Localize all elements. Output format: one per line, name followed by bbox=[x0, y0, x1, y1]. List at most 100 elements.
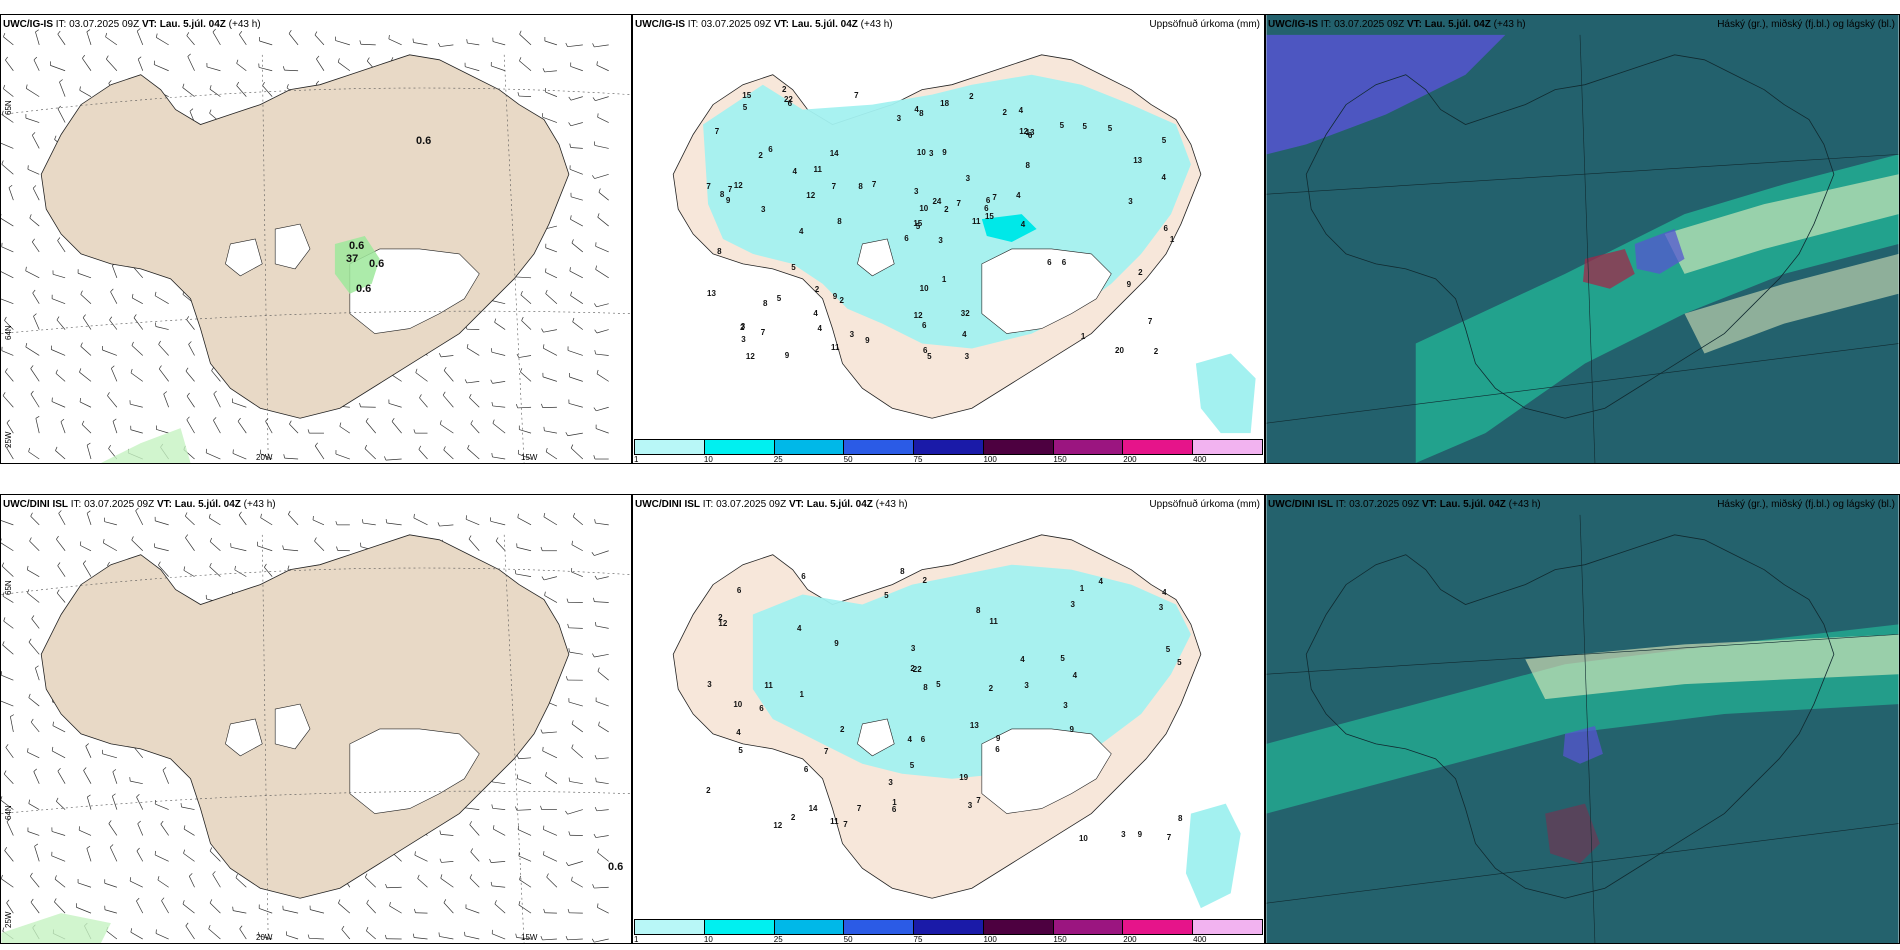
precip-value-label: 8 bbox=[1178, 814, 1183, 824]
graticule-lon-20w bbox=[261, 54, 269, 463]
lat-label: 65N bbox=[4, 100, 13, 115]
wind-barb-flag bbox=[105, 32, 108, 38]
wind-barb-flag bbox=[209, 847, 213, 852]
wind-barb bbox=[440, 44, 454, 47]
wind-barb bbox=[154, 547, 169, 552]
precip-value-label: 8 bbox=[923, 682, 928, 692]
wind-barb-flag bbox=[571, 239, 574, 244]
precip-value-label: 4 bbox=[799, 227, 804, 237]
wind-barb-flag bbox=[489, 858, 492, 863]
graticule bbox=[1266, 154, 1899, 195]
wind-barb-flag bbox=[136, 28, 141, 32]
precip-value-label: 8 bbox=[1025, 160, 1030, 170]
colorbar-tick-label: 1 bbox=[634, 455, 639, 464]
wind-label: 0.6 bbox=[356, 283, 372, 295]
wind-barb-flag bbox=[593, 455, 596, 460]
wind-barb-flag bbox=[439, 420, 442, 425]
precip-value-label: 3 bbox=[964, 352, 970, 362]
wind-barb-flag bbox=[236, 59, 239, 64]
wind-barb-flag bbox=[1, 562, 5, 567]
wind-barb bbox=[443, 370, 454, 382]
wind-barb-flag bbox=[419, 394, 422, 398]
wind-barb bbox=[545, 272, 558, 279]
wind-barb bbox=[51, 401, 66, 408]
wind-barb bbox=[597, 852, 609, 862]
wind-barb-flag bbox=[567, 908, 570, 913]
wind-barb-flag bbox=[335, 521, 338, 525]
wind-barb bbox=[1, 298, 14, 305]
wind-barb bbox=[468, 538, 480, 551]
wind-barb bbox=[366, 903, 376, 914]
wind-barb-flag bbox=[54, 135, 57, 140]
wind-barb bbox=[5, 59, 14, 71]
high-cloud-band-2 bbox=[1664, 174, 1899, 274]
wind-barb-flag bbox=[519, 875, 521, 880]
wind-barb bbox=[104, 909, 117, 914]
wind-barb-flag bbox=[184, 512, 188, 517]
wind-barb bbox=[314, 34, 325, 46]
wind-barb-flag bbox=[515, 404, 519, 409]
precip-value-label: 7 bbox=[1147, 317, 1153, 327]
graticule bbox=[1266, 634, 1899, 675]
wind-barb bbox=[597, 671, 609, 681]
wind-barb bbox=[288, 514, 299, 526]
colorbar-cell bbox=[914, 440, 984, 454]
wind-barb-flag bbox=[29, 537, 32, 542]
wind-barb bbox=[1, 350, 14, 356]
wind-barb-flag bbox=[136, 794, 140, 798]
wind-barb-flag bbox=[466, 39, 468, 44]
wind-barb bbox=[469, 824, 480, 836]
wind-barb bbox=[55, 450, 66, 460]
wind-barb bbox=[595, 835, 609, 838]
wind-barb-flag bbox=[540, 729, 543, 734]
wind-barb bbox=[131, 539, 144, 552]
wind-barb-flag bbox=[52, 721, 54, 726]
wind-barb bbox=[465, 66, 480, 72]
wind-barb-flag bbox=[57, 562, 61, 566]
wind-barb bbox=[6, 821, 14, 836]
wind-barb bbox=[520, 294, 532, 304]
precip-value-label: 7 bbox=[843, 819, 848, 829]
precip-value-label: 5 bbox=[936, 679, 941, 689]
wind-barb bbox=[414, 937, 428, 940]
wind-barb-flag bbox=[80, 342, 83, 347]
wind-barb bbox=[206, 66, 221, 72]
wind-barb bbox=[30, 393, 40, 408]
wind-barb bbox=[188, 344, 195, 356]
wind-barb bbox=[417, 878, 428, 888]
wind-barb-flag bbox=[569, 267, 571, 272]
wind-barb-flag bbox=[596, 369, 599, 374]
wind-barb bbox=[595, 96, 609, 102]
wind-barb bbox=[111, 265, 118, 278]
wind-barb-flag bbox=[518, 900, 521, 906]
wind-barb-flag bbox=[593, 597, 595, 602]
wind-barb-flag bbox=[470, 848, 474, 853]
wind-barb-flag bbox=[571, 720, 574, 725]
precip-value-label: 7 bbox=[871, 179, 877, 189]
wind-map-bottom: UWC/DINI ISL IT: 03.07.2025 09Z VT: Lau.… bbox=[0, 494, 632, 944]
colorbar-cell bbox=[914, 920, 984, 934]
wind-barb-flag bbox=[212, 871, 216, 875]
wind-barb-flag bbox=[108, 820, 112, 824]
wind-barb bbox=[136, 796, 144, 810]
wind-barb-flag bbox=[366, 57, 370, 62]
wind-barb bbox=[362, 522, 376, 526]
wind-barb bbox=[86, 796, 92, 810]
wind-barb bbox=[413, 517, 428, 526]
wind-barb bbox=[385, 458, 402, 461]
precip-value-label: 6 bbox=[1027, 130, 1033, 140]
wind-barb bbox=[27, 569, 40, 577]
colorbar-tick-label: 50 bbox=[843, 455, 853, 464]
wind-barb bbox=[492, 781, 506, 785]
wind-barb-flag bbox=[288, 510, 291, 515]
wind-barb-flag bbox=[544, 591, 546, 596]
precip-value-label: 2 bbox=[782, 85, 787, 95]
precip-value-label: 2 bbox=[944, 204, 949, 214]
wind-barb bbox=[596, 64, 609, 72]
wind-barb bbox=[109, 319, 118, 330]
wind-barb-flag bbox=[288, 30, 292, 34]
wind-barb-flag bbox=[540, 936, 543, 941]
wind-barb bbox=[32, 188, 40, 201]
wind-barb bbox=[595, 522, 609, 526]
precip-value-label: 4 bbox=[796, 624, 802, 634]
